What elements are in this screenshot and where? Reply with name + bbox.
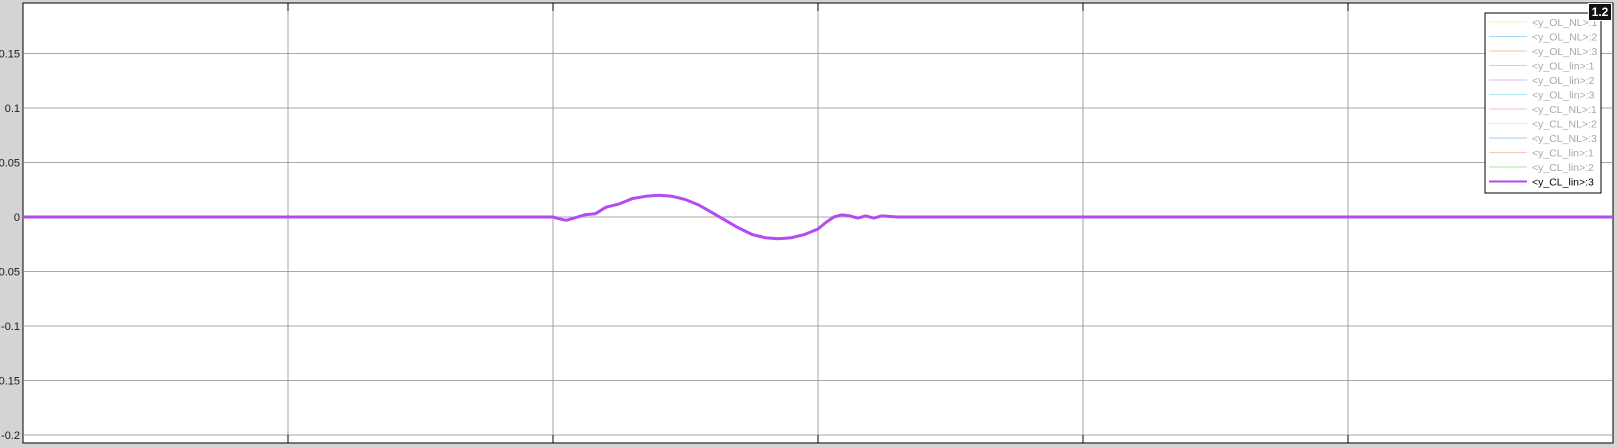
series-line — [23, 193, 1613, 241]
legend[interactable]: <y_OL_NL>:1 <y_OL_NL>:2 <y_OL_NL>:3 <y_OL_l… — [1484, 12, 1602, 194]
series-lines — [23, 193, 1613, 241]
legend-entry[interactable]: <y_CL_lin>:3 — [1489, 177, 1594, 189]
legend-entry[interactable]: <y_OL_NL>:1 — [1489, 17, 1598, 29]
legend-label: <y_CL_NL>:2 — [1532, 119, 1597, 131]
legend-entry[interactable]: <y_OL_lin>:2 — [1489, 75, 1595, 87]
legend-label: <y_OL_lin>:3 — [1532, 90, 1595, 102]
legend-label: <y_OL_NL>:1 — [1532, 17, 1598, 29]
legend-label: <y_CL_NL>:1 — [1532, 104, 1597, 116]
legend-label: <y_CL_NL>:3 — [1532, 133, 1597, 145]
y-tick-label: 0.15 — [0, 49, 20, 61]
y-tick-label: 0.1 — [5, 103, 20, 115]
scope-corner-button[interactable]: 1.2 — [1588, 3, 1612, 21]
legend-entry[interactable]: <y_CL_NL>:2 — [1489, 119, 1597, 131]
legend-entry[interactable]: <y_CL_lin>:2 — [1489, 162, 1594, 174]
legend-entry[interactable]: <y_OL_NL>:3 — [1489, 46, 1598, 58]
y-tick-label: 0.05 — [0, 158, 20, 170]
y-tick-label: -0.1 — [1, 321, 20, 333]
y-tick-label: 0 — [14, 212, 20, 224]
y-tick-label: -0.2 — [1, 430, 20, 442]
legend-entry[interactable]: <y_OL_lin>:3 — [1489, 90, 1595, 102]
y-tick-label: 0.15 — [0, 376, 20, 388]
legend-label: <y_CL_lin>:2 — [1532, 162, 1594, 174]
legend-label: <y_CL_lin>:3 — [1532, 177, 1594, 189]
legend-box — [1484, 12, 1602, 194]
grid — [23, 3, 1613, 443]
y-tick-labels: 0.15 0.1 0.05 0 0.05 -0.1 0.15 -0.2 — [0, 49, 20, 443]
legend-label: <y_CL_lin>:1 — [1532, 148, 1594, 160]
legend-label: <y_OL_lin>:2 — [1532, 75, 1595, 87]
y-tick-label: 0.05 — [0, 267, 20, 279]
legend-entry[interactable]: <y_CL_NL>:1 — [1489, 104, 1597, 116]
legend-label: <y_OL_lin>:1 — [1532, 61, 1595, 73]
legend-entry[interactable]: <y_CL_lin>:1 — [1489, 148, 1594, 160]
legend-entry[interactable]: <y_OL_NL>:2 — [1489, 32, 1598, 44]
legend-entry[interactable]: <y_OL_lin>:1 — [1489, 61, 1595, 73]
legend-label: <y_OL_NL>:3 — [1532, 46, 1598, 58]
legend-label: <y_OL_NL>:2 — [1532, 32, 1598, 44]
legend-entry[interactable]: <y_CL_NL>:3 — [1489, 133, 1597, 145]
